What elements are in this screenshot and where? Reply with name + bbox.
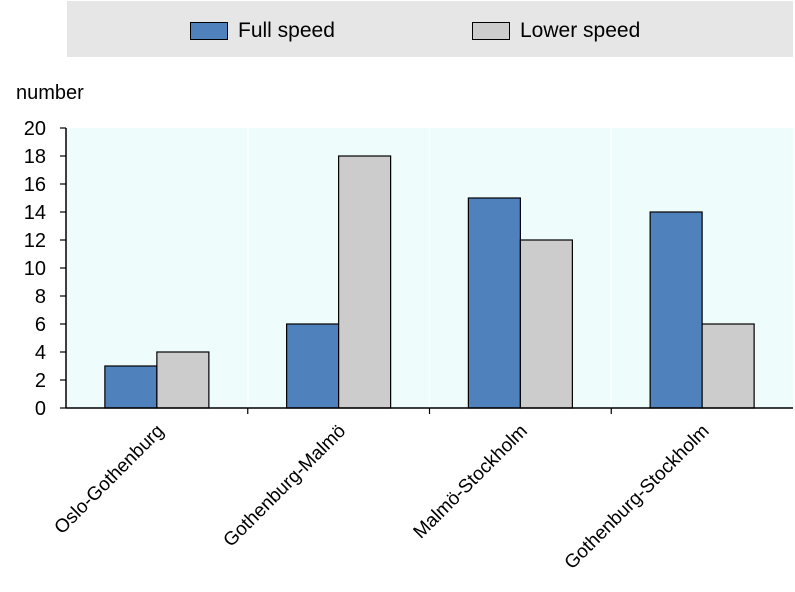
- legend: Full speed Lower speed: [67, 1, 793, 57]
- legend-label-lower-speed: Lower speed: [520, 19, 641, 42]
- y-tick-label: 0: [35, 398, 46, 420]
- bar-lower-speed: [701, 323, 755, 409]
- y-tick-label: 8: [35, 286, 46, 308]
- bar-full-speed: [286, 323, 340, 409]
- y-tick-label: 10: [24, 258, 46, 280]
- legend-swatch-full-speed: [190, 22, 228, 40]
- bar-lower-speed: [519, 239, 573, 409]
- y-axis-unit-label: number: [16, 82, 84, 104]
- y-tick-label: 2: [35, 370, 46, 392]
- bar-full-speed: [104, 365, 158, 409]
- legend-label-full-speed: Full speed: [238, 19, 335, 42]
- bar-full-speed: [467, 197, 521, 409]
- bar-lower-speed: [156, 351, 210, 409]
- bar-lower-speed: [338, 155, 392, 409]
- y-tick-label: 14: [24, 202, 46, 224]
- x-category-label: Gothenburg-Stockholm: [561, 421, 714, 574]
- bar-full-speed: [649, 211, 703, 409]
- x-category-label: Gothenburg-Malmö: [220, 421, 351, 552]
- legend-item-lower-speed: Lower speed: [472, 19, 640, 43]
- y-tick-label: 20: [24, 118, 46, 140]
- legend-item-full-speed: Full speed: [190, 19, 335, 43]
- x-category-label: Oslo-Gothenburg: [51, 421, 169, 539]
- y-tick-label: 4: [35, 342, 46, 364]
- y-tick-label: 12: [24, 230, 46, 252]
- x-category-label: Malmö-Stockholm: [410, 421, 532, 543]
- legend-swatch-lower-speed: [472, 22, 510, 40]
- y-tick-label: 6: [35, 314, 46, 336]
- y-tick-label: 18: [24, 146, 46, 168]
- y-tick-label: 16: [24, 174, 46, 196]
